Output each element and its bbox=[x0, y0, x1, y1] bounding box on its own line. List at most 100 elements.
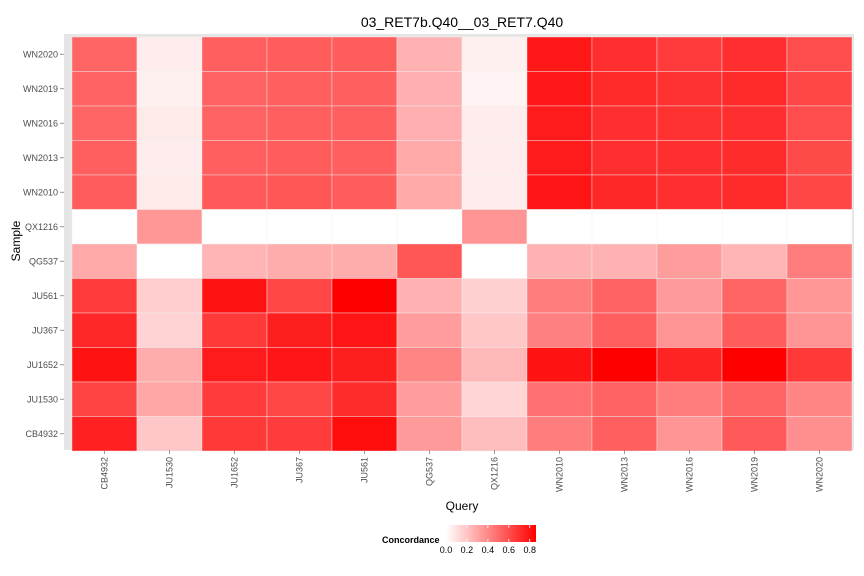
heatmap-cell bbox=[786, 209, 853, 245]
heatmap-cell bbox=[201, 381, 268, 417]
heatmap-cell bbox=[266, 312, 333, 348]
heatmap-cell bbox=[331, 209, 398, 245]
heatmap-cell bbox=[201, 36, 268, 72]
heatmap-cell bbox=[786, 347, 853, 383]
heatmap-cell bbox=[71, 347, 138, 383]
heatmap-cell bbox=[721, 36, 788, 72]
heatmap-cell bbox=[786, 278, 853, 314]
heatmap-cell bbox=[721, 174, 788, 210]
heatmap-cell bbox=[136, 278, 203, 314]
heatmap-cell bbox=[461, 209, 528, 245]
heatmap-cell bbox=[266, 105, 333, 141]
legend-title: Concordance bbox=[382, 535, 440, 545]
heatmap-cell bbox=[721, 71, 788, 107]
x-axis: CB4932 JU1530 JU1652 JU367 JU561 QG537 QX1216 W… bbox=[100, 450, 825, 492]
y-tick-label: QG537 bbox=[29, 256, 58, 266]
x-tick-label: CB4932 bbox=[100, 457, 110, 490]
legend-colorbar bbox=[446, 525, 536, 542]
heatmap-cell bbox=[331, 312, 398, 348]
heatmap-cell bbox=[591, 347, 658, 383]
heatmap-cells bbox=[71, 36, 853, 452]
heatmap-cell bbox=[591, 416, 658, 452]
heatmap-cell bbox=[396, 312, 463, 348]
heatmap-cell bbox=[461, 140, 528, 176]
heatmap-cell bbox=[396, 140, 463, 176]
heatmap-cell bbox=[331, 381, 398, 417]
heatmap-cell bbox=[461, 278, 528, 314]
x-tick-label: WN2016 bbox=[685, 457, 695, 492]
heatmap-cell bbox=[71, 312, 138, 348]
legend-tick-label: 0.4 bbox=[482, 545, 495, 555]
heatmap-cell bbox=[136, 209, 203, 245]
y-axis-title: Sample bbox=[9, 220, 23, 261]
heatmap-cell bbox=[786, 174, 853, 210]
heatmap-cell bbox=[266, 416, 333, 452]
heatmap-cell bbox=[136, 381, 203, 417]
x-tick-label: JU1652 bbox=[230, 457, 240, 488]
y-axis: WN2020 WN2019 WN2016 WN2013 WN2010 QX1216 QG53… bbox=[23, 49, 64, 439]
heatmap-cell bbox=[461, 243, 528, 279]
heatmap-cell bbox=[396, 243, 463, 279]
x-axis-title: Query bbox=[446, 499, 479, 513]
heatmap-cell bbox=[331, 36, 398, 72]
heatmap-cell bbox=[461, 416, 528, 452]
y-tick-label: JU1652 bbox=[27, 360, 58, 370]
legend: Concordance 0.0 0.2 0.4 0.6 0.8 bbox=[382, 525, 536, 555]
heatmap-cell bbox=[71, 140, 138, 176]
heatmap-cell bbox=[396, 381, 463, 417]
x-tick-label: WN2013 bbox=[620, 457, 630, 492]
legend-tick-label: 0.8 bbox=[523, 545, 536, 555]
heatmap-cell bbox=[591, 312, 658, 348]
heatmap-cell bbox=[201, 71, 268, 107]
heatmap-cell bbox=[396, 209, 463, 245]
heatmap-cell bbox=[461, 105, 528, 141]
legend-tick-label: 0.0 bbox=[440, 545, 453, 555]
heatmap-cell bbox=[71, 381, 138, 417]
heatmap-cell bbox=[591, 243, 658, 279]
heatmap-cell bbox=[526, 105, 593, 141]
heatmap-cell bbox=[591, 140, 658, 176]
y-tick-label: WN2019 bbox=[23, 84, 58, 94]
heatmap-cell bbox=[331, 105, 398, 141]
heatmap-cell bbox=[721, 312, 788, 348]
heatmap-cell bbox=[721, 416, 788, 452]
x-tick-label: QX1216 bbox=[490, 457, 500, 490]
heatmap-cell bbox=[461, 312, 528, 348]
heatmap-cell bbox=[656, 140, 723, 176]
heatmap-cell bbox=[71, 71, 138, 107]
heatmap-cell bbox=[526, 174, 593, 210]
heatmap-cell bbox=[461, 347, 528, 383]
heatmap-cell bbox=[656, 278, 723, 314]
heatmap-cell bbox=[396, 416, 463, 452]
heatmap-cell bbox=[786, 140, 853, 176]
heatmap-cell bbox=[786, 312, 853, 348]
heatmap-cell bbox=[461, 381, 528, 417]
heatmap-cell bbox=[786, 381, 853, 417]
x-tick-label: JU1530 bbox=[165, 457, 175, 488]
heatmap-cell bbox=[591, 174, 658, 210]
heatmap-cell bbox=[526, 347, 593, 383]
heatmap-cell bbox=[201, 312, 268, 348]
heatmap-cell bbox=[786, 243, 853, 279]
heatmap-cell bbox=[266, 381, 333, 417]
heatmap-cell bbox=[656, 416, 723, 452]
heatmap-cell bbox=[591, 36, 658, 72]
y-tick-label: WN2016 bbox=[23, 118, 58, 128]
heatmap-cell bbox=[591, 278, 658, 314]
heatmap-cell bbox=[331, 243, 398, 279]
heatmap-cell bbox=[786, 71, 853, 107]
heatmap-cell bbox=[721, 347, 788, 383]
heatmap-cell bbox=[526, 312, 593, 348]
heatmap-cell bbox=[136, 312, 203, 348]
heatmap-cell bbox=[656, 174, 723, 210]
y-tick-label: QX1216 bbox=[25, 222, 58, 232]
heatmap-cell bbox=[526, 209, 593, 245]
heatmap-cell bbox=[71, 278, 138, 314]
y-tick-label: WN2020 bbox=[23, 49, 58, 59]
heatmap-cell bbox=[526, 381, 593, 417]
legend-tick-label: 0.2 bbox=[461, 545, 474, 555]
heatmap-cell bbox=[721, 140, 788, 176]
heatmap-cell bbox=[266, 278, 333, 314]
heatmap-cell bbox=[331, 416, 398, 452]
